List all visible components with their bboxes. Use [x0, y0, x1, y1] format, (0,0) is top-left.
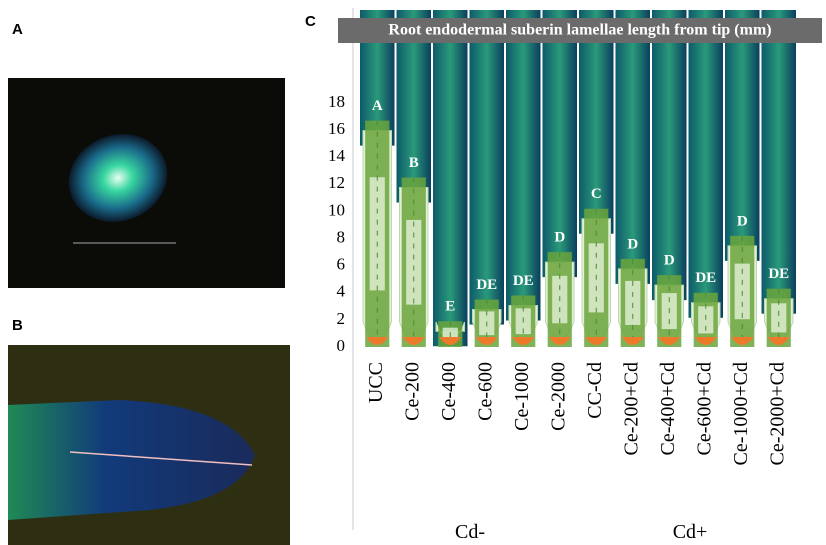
significance-letter: A [372, 98, 383, 114]
significance-letter: E [445, 299, 455, 315]
significance-letter: D [554, 230, 565, 246]
significance-letter: C [591, 186, 602, 202]
y-tick-label: 14 [328, 146, 346, 165]
x-tick-label: Ce-2000+Cd [766, 362, 788, 466]
significance-letter: D [664, 253, 675, 269]
x-tick-label: CC-Cd [584, 362, 606, 419]
panel-label: B [12, 317, 23, 334]
significance-letter: D [627, 236, 638, 252]
significance-letter: DE [768, 266, 789, 282]
x-tick-label: Ce-400 [438, 362, 460, 421]
x-tick-label: UCC [365, 362, 387, 403]
y-tick-label: 4 [337, 282, 346, 301]
y-tick-label: 6 [337, 255, 346, 274]
x-tick-label: Ce-1000 [511, 362, 533, 431]
y-tick-label: 0 [337, 336, 346, 355]
bar-core [771, 303, 786, 332]
significance-letter: D [737, 213, 748, 229]
y-tick-label: 10 [328, 200, 345, 219]
x-tick-label: Ce-2000 [547, 362, 569, 431]
x-tick-label: Ce-600+Cd [693, 362, 715, 456]
x-tick-label: Ce-400+Cd [657, 362, 679, 456]
significance-letter: DE [695, 270, 716, 286]
y-tick-label: 12 [328, 173, 345, 192]
panel-label: C [305, 13, 316, 30]
y-tick-label: 8 [337, 227, 346, 246]
group-label: Cd+ [673, 521, 708, 543]
x-tick-label: Ce-600 [474, 362, 496, 421]
significance-letter: DE [476, 277, 497, 293]
y-tick-label: 2 [337, 309, 346, 328]
root-background [433, 10, 468, 346]
group-label: Cd- [455, 521, 485, 543]
significance-letter: DE [513, 273, 534, 289]
x-tick-label: Ce-200 [401, 362, 423, 421]
y-tick-label: 16 [328, 119, 345, 138]
y-tick-label: 18 [328, 92, 345, 111]
significance-letter: B [409, 155, 419, 171]
chart-title: Root endodermal suberin lamellae length … [388, 22, 771, 39]
panel-label: A [12, 21, 23, 38]
x-tick-label: Ce-1000+Cd [730, 362, 752, 466]
figure: A B C 0 2 4 6 8 10 12 14 16 18 A UCC B Ce-200 E Ce-400 D… [0, 0, 826, 545]
x-tick-label: Ce-200+Cd [620, 362, 642, 456]
